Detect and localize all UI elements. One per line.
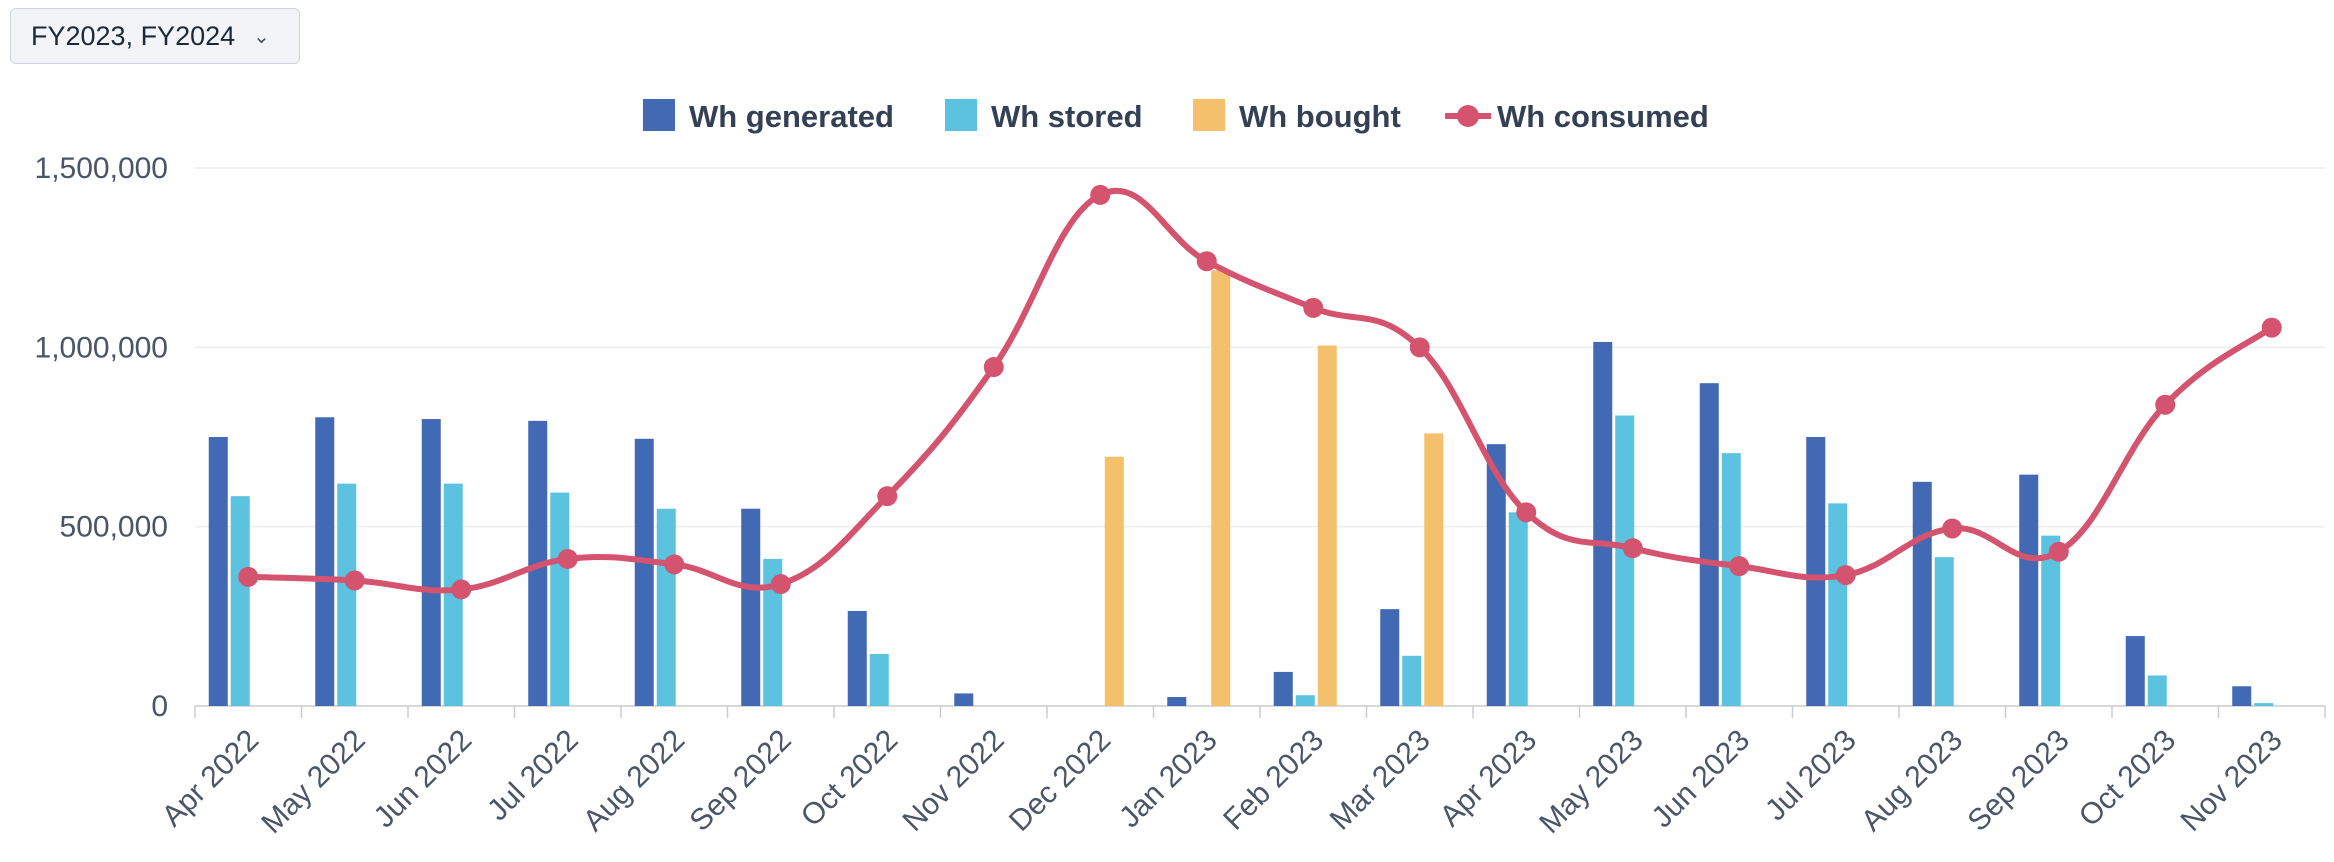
bar-wh-stored	[2254, 703, 2274, 706]
point-wh-consumed	[1303, 297, 1324, 318]
point-wh-consumed	[1622, 538, 1643, 559]
legend-label-wh-generated: Wh generated	[689, 99, 894, 134]
bar-wh-generated	[954, 693, 974, 706]
bar-wh-bought	[1317, 345, 1337, 706]
bar-wh-generated	[315, 417, 335, 706]
y-tick-label: 500,000	[60, 511, 168, 544]
legend-marker-wh-consumed	[1457, 105, 1479, 127]
bar-wh-generated	[847, 610, 867, 706]
y-tick-label: 1,500,000	[35, 152, 168, 185]
x-tick-label: Jan 2023	[1113, 724, 1224, 835]
point-wh-consumed	[1090, 184, 1111, 205]
x-tick-label: Jul 2022	[481, 724, 585, 828]
legend-label-wh-bought: Wh bought	[1239, 99, 1401, 134]
x-tick-label: Sep 2023	[1962, 724, 2076, 838]
bar-wh-stored	[2041, 535, 2061, 706]
x-tick-label: Oct 2022	[795, 724, 904, 833]
bar-wh-stored	[550, 492, 570, 706]
bar-wh-stored	[1934, 557, 1954, 706]
x-tick-label: Jul 2023	[1759, 724, 1863, 828]
bar-wh-generated	[1912, 481, 1932, 706]
x-tick-label: Jun 2022	[368, 724, 479, 835]
point-wh-consumed	[1196, 251, 1217, 272]
bar-wh-generated	[1167, 697, 1187, 706]
bar-wh-generated	[634, 438, 654, 706]
bar-wh-generated	[2232, 686, 2252, 706]
bar-wh-generated	[2125, 636, 2145, 706]
chevron-down-icon: ⌄	[253, 25, 270, 48]
legend-swatch-wh-generated	[643, 99, 675, 131]
bar-wh-generated	[208, 437, 228, 706]
fiscal-year-select-label: FY2023, FY2024	[31, 20, 236, 51]
y-tick-label: 1,000,000	[35, 331, 168, 364]
point-wh-consumed	[557, 548, 578, 569]
bar-wh-stored	[1295, 695, 1315, 706]
bar-wh-generated	[1486, 444, 1506, 706]
point-wh-consumed	[1729, 556, 1750, 577]
bar-wh-stored	[337, 483, 357, 706]
point-wh-consumed	[770, 574, 791, 595]
point-wh-consumed	[344, 570, 365, 591]
point-wh-consumed	[1835, 565, 1856, 586]
x-tick-label: Aug 2023	[1855, 724, 1969, 838]
point-wh-consumed	[451, 579, 472, 600]
bar-wh-stored	[1828, 503, 1848, 706]
point-wh-consumed	[2155, 394, 2176, 415]
bar-wh-stored	[656, 508, 676, 706]
bar-wh-generated	[741, 508, 761, 706]
point-wh-consumed	[1516, 502, 1537, 523]
bar-wh-generated	[1380, 609, 1400, 706]
x-tick-label: May 2022	[255, 724, 371, 840]
bar-wh-stored	[869, 653, 889, 706]
bar-wh-generated	[1273, 671, 1293, 706]
bar-wh-stored	[1508, 512, 1528, 706]
bar-wh-generated	[1806, 437, 1826, 706]
x-tick-label: Aug 2022	[577, 724, 691, 838]
bar-wh-stored	[1615, 415, 1635, 706]
x-tick-label: Apr 2023	[1434, 724, 1543, 833]
bar-wh-stored	[763, 558, 783, 706]
bar-wh-bought	[1211, 270, 1231, 706]
bar-wh-bought	[1424, 433, 1444, 706]
x-tick-label: Nov 2023	[2175, 724, 2289, 838]
bar-wh-generated	[2019, 474, 2039, 706]
point-wh-consumed	[983, 357, 1004, 378]
legend-label-wh-stored: Wh stored	[991, 99, 1143, 134]
x-tick-label: Dec 2022	[1003, 724, 1117, 838]
point-wh-consumed	[1409, 337, 1430, 358]
x-tick-label: May 2023	[1533, 724, 1649, 840]
x-tick-label: Sep 2022	[684, 724, 798, 838]
y-tick-label: 0	[151, 690, 168, 723]
bar-wh-stored	[2147, 675, 2167, 706]
fiscal-year-select[interactable]: FY2023, FY2024 ⌄	[10, 8, 300, 64]
bar-wh-generated	[421, 419, 441, 706]
point-wh-consumed	[238, 566, 259, 587]
bar-wh-generated	[1593, 341, 1613, 706]
bar-wh-generated	[1699, 383, 1719, 706]
bar-wh-stored	[1402, 655, 1422, 706]
x-tick-label: Feb 2023	[1217, 724, 1330, 837]
x-tick-label: Mar 2023	[1324, 724, 1437, 837]
point-wh-consumed	[1942, 518, 1963, 539]
x-tick-label: Jun 2023	[1646, 724, 1757, 835]
point-wh-consumed	[2261, 317, 2282, 338]
point-wh-consumed	[2048, 541, 2069, 562]
x-tick-label: Nov 2022	[897, 724, 1011, 838]
bar-wh-bought	[1104, 456, 1124, 706]
point-wh-consumed	[664, 554, 685, 575]
bar-wh-stored	[1721, 453, 1741, 706]
x-tick-label: Apr 2022	[156, 724, 265, 833]
legend-swatch-wh-bought	[1193, 99, 1225, 131]
legend-label-wh-consumed: Wh consumed	[1497, 99, 1709, 134]
legend-swatch-wh-stored	[945, 99, 977, 131]
point-wh-consumed	[877, 486, 898, 507]
x-tick-label: Oct 2023	[2073, 724, 2182, 833]
bar-wh-stored	[230, 496, 250, 706]
